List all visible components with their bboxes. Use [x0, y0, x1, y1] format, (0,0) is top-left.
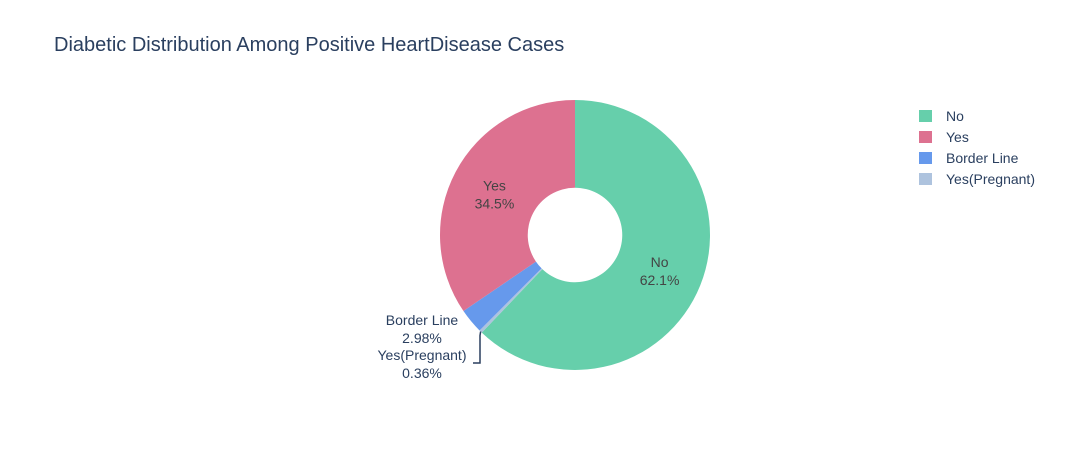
legend-label-yes-pregnant: Yes(Pregnant) [946, 171, 1035, 187]
legend-item-border-line[interactable]: Border Line [919, 150, 1019, 166]
outside-percent-border-line: 2.98% [402, 330, 442, 346]
legend-label-border-line: Border Line [946, 150, 1019, 166]
slice-no[interactable] [481, 100, 711, 370]
legend-swatch-yes-pregnant [919, 173, 932, 185]
slice-label-no: No [651, 254, 669, 270]
slice-border-line[interactable] [463, 261, 542, 331]
donut-slices [439, 100, 711, 370]
slice-yes-pregnant[interactable] [479, 268, 543, 333]
legend-swatch-border-line [919, 152, 932, 164]
legend: No Yes Border Line Yes(Pregnant) [919, 108, 1035, 187]
chart-title: Diabetic Distribution Among Positive Hea… [54, 34, 564, 56]
outside-label-border-line: Border Line [386, 312, 459, 328]
outside-percent-yes-pregnant: 0.36% [402, 365, 442, 381]
legend-item-yes-pregnant[interactable]: Yes(Pregnant) [919, 171, 1035, 187]
legend-item-no[interactable]: No [919, 108, 964, 124]
legend-swatch-yes [919, 131, 932, 143]
slice-label-yes: Yes [483, 177, 506, 193]
leader-line-yes-pregnant [473, 331, 482, 364]
slice-labels: No 62.1% Yes 34.5% Yes(Pregnant) 0.36% Border … [378, 177, 680, 381]
legend-label-no: No [946, 108, 964, 124]
legend-swatch-no [919, 110, 932, 122]
legend-item-yes[interactable]: Yes [919, 129, 969, 145]
slice-percent-no: 62.1% [640, 272, 680, 288]
slice-percent-yes: 34.5% [475, 195, 515, 211]
outside-label-yes-pregnant: Yes(Pregnant) [378, 347, 467, 363]
legend-label-yes: Yes [946, 129, 969, 145]
slice-yes[interactable] [439, 100, 575, 312]
